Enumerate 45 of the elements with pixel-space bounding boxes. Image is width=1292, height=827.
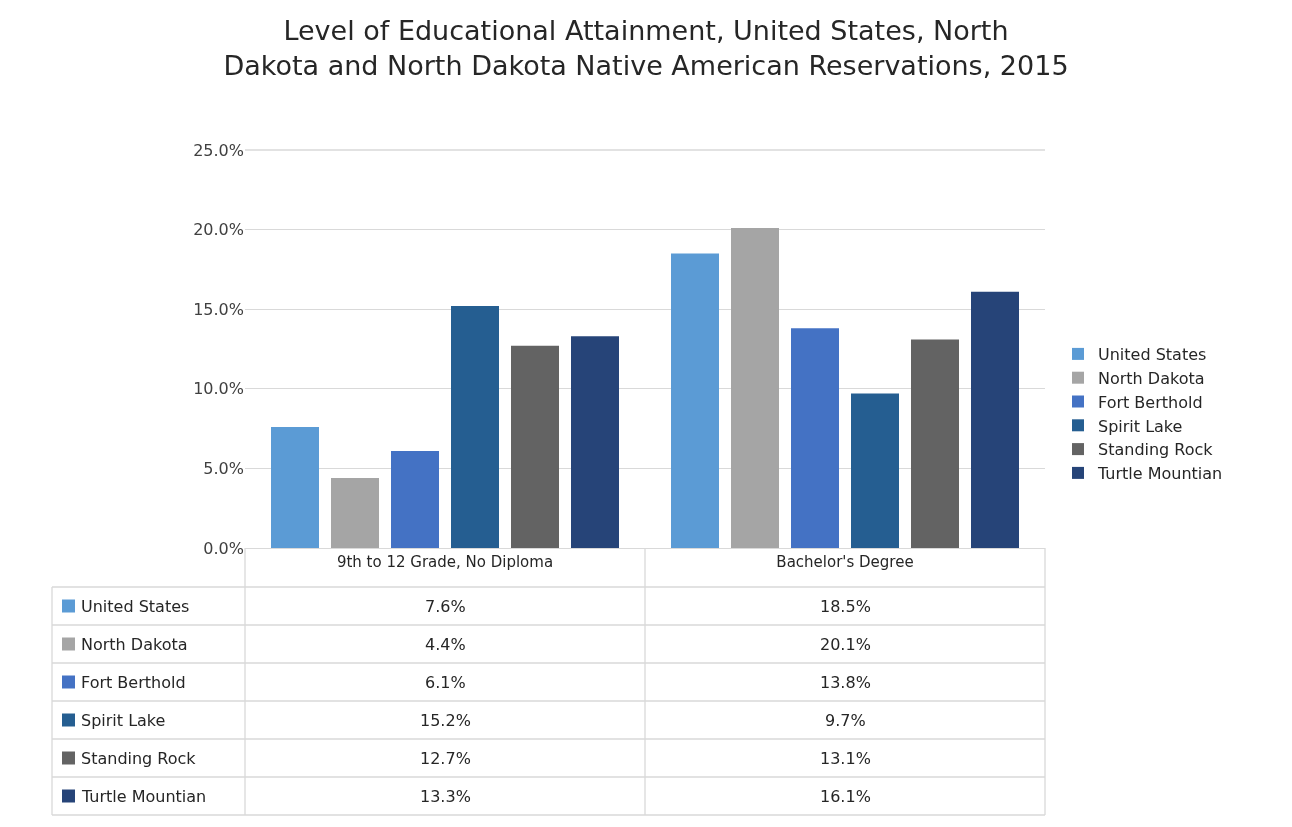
bar	[331, 477, 379, 548]
legend-label: Spirit Lake	[1098, 416, 1183, 436]
chart-title: Level of Educational Attainment, United States, North Dakota and North Dakota Native American Reservations, 2015	[223, 15, 1069, 82]
data-label: 7.6%	[425, 597, 466, 616]
data-label: 4.4%	[425, 635, 466, 654]
legend-label: North Dakota	[81, 635, 188, 654]
bar	[671, 253, 719, 548]
y-tick-label: 25.0%	[193, 140, 244, 160]
y-tick-label: 10.0%	[193, 379, 244, 399]
data-label: 20.1%	[820, 635, 871, 654]
data-label: 13.1%	[820, 749, 871, 768]
data-label: 12.7%	[420, 749, 471, 768]
data-label: 16.1%	[820, 787, 871, 806]
bar	[511, 345, 559, 548]
text: Standing Rock	[81, 749, 196, 768]
data-label: 9.7%	[825, 711, 866, 730]
text: United States	[1098, 345, 1207, 365]
data-label: 18.5%	[820, 597, 871, 616]
text: North Dakota	[1098, 368, 1205, 388]
bar	[271, 427, 319, 548]
text: Turtle Mountian	[82, 787, 207, 806]
y-tick-label: 15.0%	[193, 299, 244, 319]
y-tick-label: 20.0%	[193, 220, 244, 240]
y-tick-label: 5.0%	[203, 459, 244, 478]
bar	[791, 328, 839, 548]
x-tick-label: Bachelor's Degree	[776, 553, 914, 572]
data-label: 15.2%	[420, 711, 471, 730]
bar	[451, 306, 499, 548]
legend-label: Fort Berthold	[81, 673, 186, 692]
text: Fort Berthold	[1098, 392, 1203, 412]
bar	[911, 339, 959, 548]
text: Spirit Lake	[81, 711, 166, 730]
y-tick-label: 0.0%	[203, 538, 244, 558]
bar	[851, 393, 899, 548]
data-label: 13.8%	[820, 673, 871, 692]
legend-label: Turtle Mountian	[1097, 464, 1223, 484]
bar	[731, 228, 779, 548]
bar	[971, 291, 1019, 548]
bar	[571, 336, 619, 548]
data-label: 13.3%	[420, 787, 471, 806]
legend-label: United States	[81, 597, 190, 616]
x-tick-label: 9th to 12 Grade, No Diploma	[336, 553, 554, 572]
legend-label: Standing Rock	[1098, 440, 1214, 460]
data-label: 6.1%	[425, 673, 466, 692]
bar	[391, 450, 439, 548]
